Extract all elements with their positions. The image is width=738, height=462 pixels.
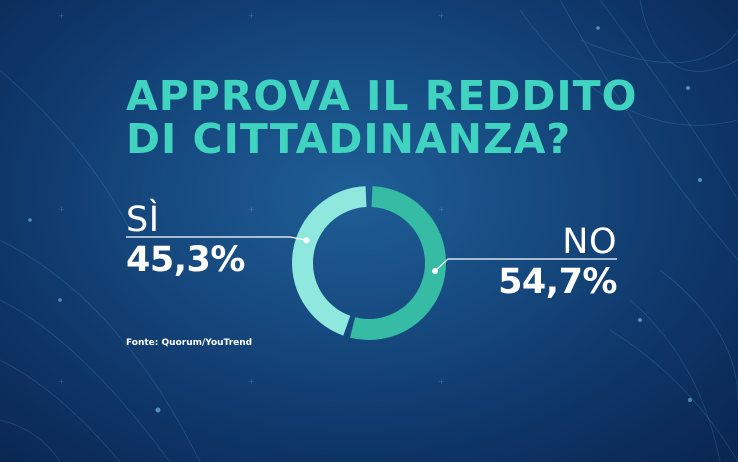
chart-title-line-1: APPROVA IL REDDITO: [126, 72, 638, 120]
chart-title-line-2: DI CITTADINANZA?: [126, 115, 572, 163]
svg-text:+: +: [58, 11, 65, 20]
svg-text:+: +: [438, 377, 445, 386]
svg-text:+: +: [438, 11, 445, 20]
category-label-no: NO: [562, 222, 617, 262]
source-note: Fonte: Quorum/YouTrend: [126, 338, 253, 348]
svg-text:+: +: [248, 377, 255, 386]
svg-text:+: +: [438, 205, 445, 214]
svg-text:+: +: [248, 11, 255, 20]
category-label-si: SÌ: [126, 200, 160, 240]
svg-text:+: +: [58, 377, 65, 386]
value-label-no: 54,7%: [498, 262, 617, 302]
value-label-si: 45,3%: [126, 240, 245, 280]
no-leader-line: [434, 258, 617, 272]
no-leader-dot: [432, 267, 439, 274]
chart-title: APPROVA IL REDDITO DI CITTADINANZA?: [126, 75, 637, 161]
donut-slice-si: [292, 186, 367, 336]
svg-text:+: +: [248, 205, 255, 214]
si-leader-dot: [303, 237, 310, 244]
si-leader-line: [126, 236, 307, 241]
svg-text:+: +: [58, 205, 65, 214]
donut-slice-no: [349, 186, 447, 341]
